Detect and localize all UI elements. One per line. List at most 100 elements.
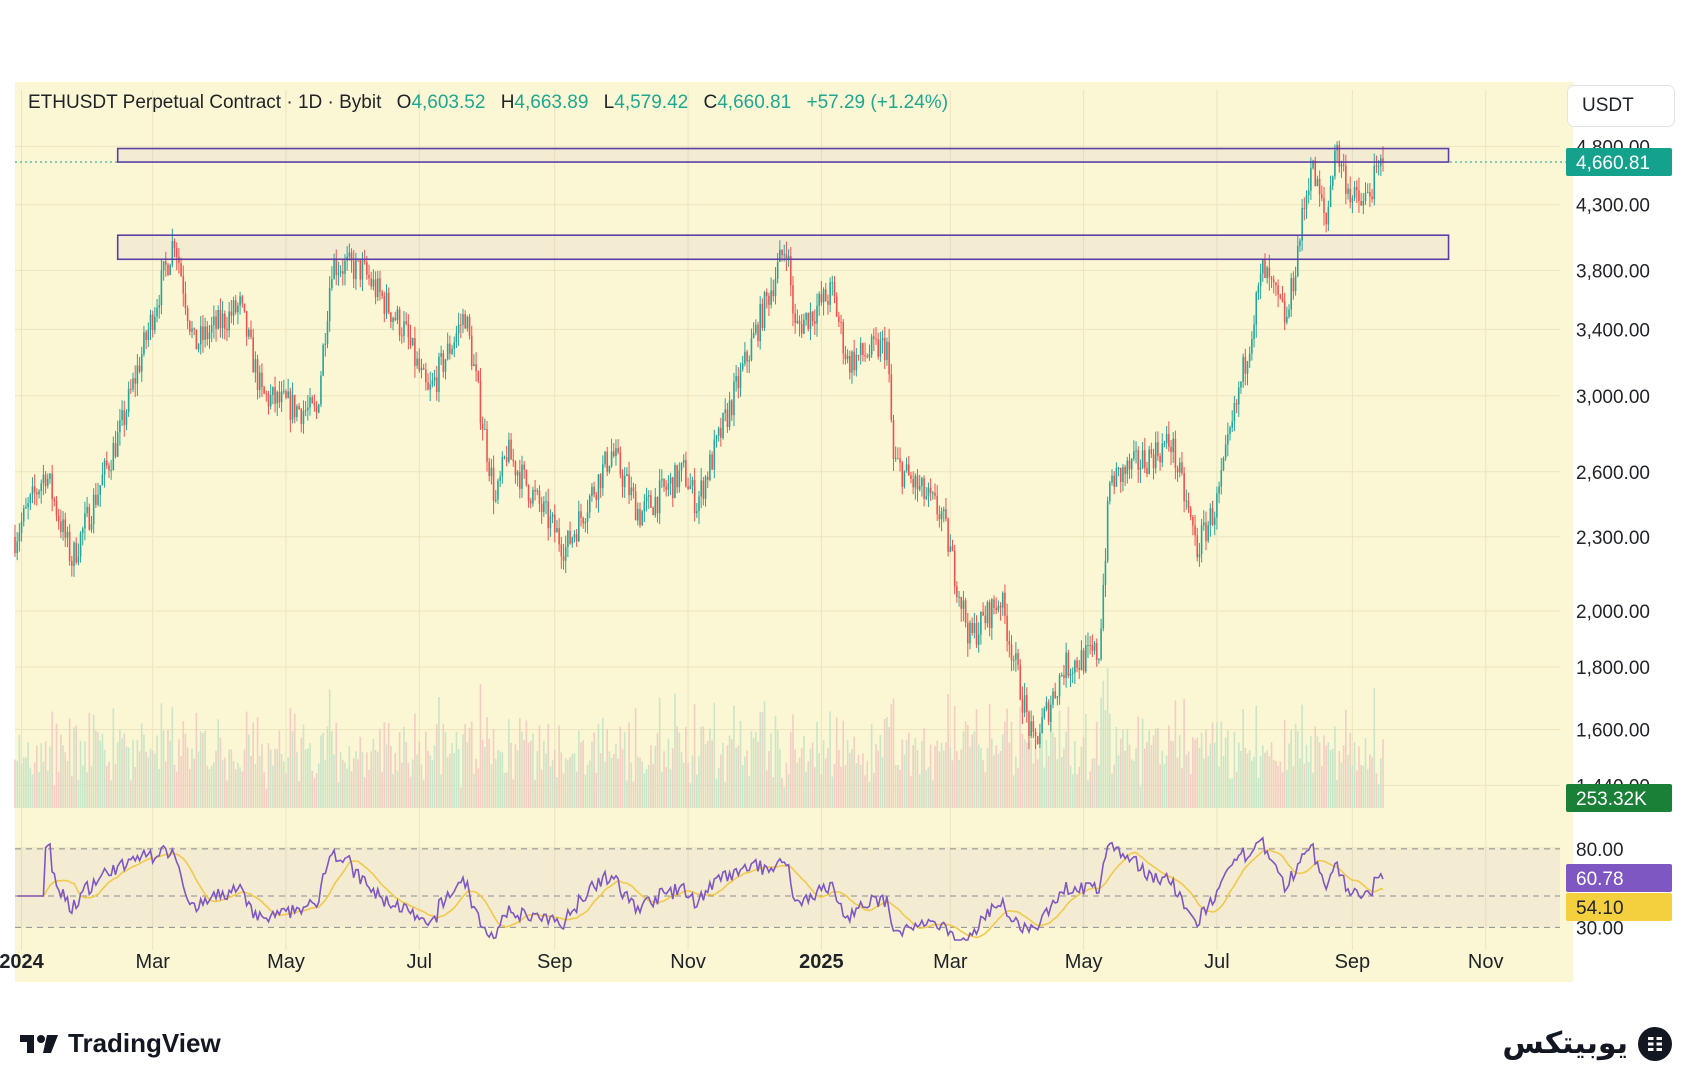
candle-body	[77, 556, 80, 563]
candle-body	[820, 293, 823, 303]
volume-bar	[164, 761, 167, 808]
candle-body	[497, 480, 499, 500]
price-tick-label: 4,300.00	[1576, 196, 1650, 217]
volume-bar	[154, 753, 156, 808]
candle-body	[25, 507, 27, 509]
candle-body	[991, 599, 993, 628]
candle-body	[765, 292, 768, 296]
volume-bar	[1157, 728, 1159, 808]
volume-bar	[656, 732, 659, 808]
candle-body	[97, 494, 99, 505]
volume-bar	[905, 739, 908, 808]
volume-bar	[1213, 742, 1216, 808]
volume-bar	[733, 705, 735, 808]
volume-bar	[637, 756, 639, 808]
price-tick-label: 3,400.00	[1576, 320, 1650, 341]
volume-bar	[324, 759, 327, 808]
volume-bar	[1224, 737, 1227, 808]
volume-bar	[971, 734, 973, 808]
candle-body	[910, 475, 912, 479]
volume-bar	[1360, 764, 1362, 808]
volume-bar	[877, 750, 879, 808]
volume-bar	[1012, 775, 1015, 808]
candle-body	[608, 465, 611, 472]
volume-bar	[1253, 756, 1255, 808]
volume-bar	[824, 758, 827, 808]
candle-body	[809, 311, 812, 329]
candle-body	[328, 288, 331, 322]
candle-body	[971, 622, 973, 633]
volume-bar	[765, 770, 768, 808]
candle-body	[237, 305, 239, 313]
volume-bar	[446, 756, 449, 808]
candle-body	[158, 305, 161, 308]
currency-selector[interactable]: USDT	[1568, 86, 1674, 126]
volume-bar	[833, 763, 836, 808]
volume-bar	[1375, 773, 1378, 808]
time-axis[interactable]: 2024 Mar May Jul Sep Nov 2025 Mar May Jul Sep Nov	[0, 951, 1503, 973]
candle-body	[1181, 462, 1183, 474]
volume-bar	[1237, 742, 1240, 808]
candle-body	[1071, 672, 1074, 674]
volume-bar	[886, 716, 888, 808]
price-axis[interactable]: 4,800.004,300.003,800.003,400.003,000.00…	[1576, 137, 1650, 939]
volume-bar	[38, 772, 40, 808]
candle-body	[1205, 522, 1207, 541]
volume-bar	[42, 761, 45, 808]
volume-bar	[468, 727, 471, 808]
candle-body	[982, 611, 984, 616]
candle-body	[234, 300, 237, 313]
volume-bar	[1106, 668, 1109, 808]
volume-bar	[20, 763, 23, 808]
candle-body	[296, 406, 298, 418]
candle-body	[1093, 643, 1096, 651]
volume-bar	[1283, 719, 1286, 808]
volume-bar	[643, 773, 646, 808]
volume-bar	[623, 732, 626, 808]
volume-bar	[385, 744, 388, 808]
candle-body	[1312, 160, 1314, 169]
volume-bar	[33, 762, 36, 808]
volume-bar	[737, 745, 740, 808]
candle-body	[1375, 165, 1378, 167]
volume-bar	[685, 726, 687, 808]
candle-body	[245, 311, 248, 337]
candle-body	[545, 501, 547, 503]
volume-bar	[234, 769, 237, 808]
candle-body	[68, 531, 71, 562]
volume-bar	[818, 753, 820, 808]
volume-bar	[110, 780, 112, 808]
volume-bar	[508, 719, 510, 808]
volume-bar	[317, 763, 320, 808]
volume-bar	[296, 752, 298, 808]
volume-bar	[77, 779, 80, 808]
volume-bar	[831, 776, 834, 808]
candle-body	[1119, 467, 1122, 483]
volume-bar	[645, 769, 648, 808]
candle-body	[512, 459, 515, 462]
candle-body	[1240, 381, 1242, 388]
volume-bar	[1275, 760, 1277, 808]
candle-body	[875, 338, 877, 340]
volume-bar	[462, 734, 464, 808]
candle-body	[696, 511, 698, 514]
candle-body	[335, 259, 338, 275]
volume-bar	[789, 731, 792, 808]
volume-bar	[783, 787, 786, 808]
candle-body	[848, 355, 851, 373]
candle-body	[1305, 195, 1308, 209]
candle-body	[195, 329, 198, 350]
volume-bar	[1008, 742, 1011, 808]
candle-body	[936, 495, 938, 515]
volume-bar	[658, 697, 661, 808]
candle-body	[575, 534, 578, 542]
candle-body	[435, 377, 438, 392]
candle-body	[516, 471, 519, 476]
candle-body	[829, 282, 831, 305]
volume-bar	[206, 765, 209, 808]
candle-body	[870, 336, 873, 355]
volume-bar	[359, 736, 362, 808]
candle-body	[1082, 650, 1085, 672]
candle-body	[899, 458, 901, 463]
